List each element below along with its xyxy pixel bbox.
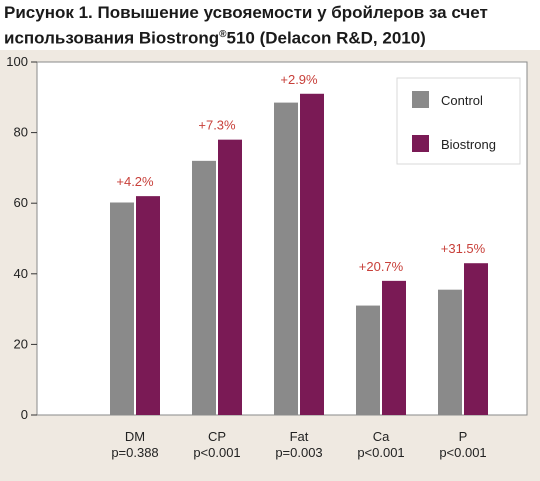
p-value-label: p=0.003 bbox=[275, 445, 322, 460]
caption-tail: 510 (Delacon R&D, 2010) bbox=[226, 28, 426, 48]
category-label: DM bbox=[125, 429, 145, 444]
bar-biostrong bbox=[136, 196, 160, 415]
bar-biostrong bbox=[464, 263, 488, 415]
bar-control bbox=[274, 102, 298, 415]
p-value-label: p<0.001 bbox=[193, 445, 240, 460]
bars bbox=[110, 93, 488, 415]
legend-swatch-biostrong bbox=[412, 135, 429, 152]
bar-control bbox=[356, 305, 380, 415]
y-tick-label: 0 bbox=[21, 407, 28, 422]
caption-registered-mark: ® bbox=[219, 29, 227, 40]
labels: +4.2%DMp=0.388+7.3%CPp<0.001+2.9%Fatp=0.… bbox=[111, 72, 486, 460]
legend: Control Biostrong bbox=[396, 77, 521, 165]
p-value-label: p<0.001 bbox=[357, 445, 404, 460]
bar-control bbox=[192, 160, 216, 415]
category-label: P bbox=[459, 429, 468, 444]
improvement-label: +20.7% bbox=[359, 259, 404, 274]
bar-biostrong bbox=[300, 93, 324, 415]
y-tick-label: 60 bbox=[14, 195, 28, 210]
bar-control bbox=[110, 202, 134, 415]
p-value-label: p<0.001 bbox=[439, 445, 486, 460]
y-tick-label: 100 bbox=[6, 54, 28, 69]
category-label: CP bbox=[208, 429, 226, 444]
bar-control bbox=[438, 289, 462, 415]
y-tick-label: 80 bbox=[14, 125, 28, 140]
caption-main: Рисунок 1. Повышение усвояемости у бройл… bbox=[4, 3, 488, 48]
improvement-label: +4.2% bbox=[116, 174, 154, 189]
category-label: Fat bbox=[290, 429, 309, 444]
category-label: Ca bbox=[373, 429, 390, 444]
figure-caption: Рисунок 1. Повышение усвояемости у бройл… bbox=[4, 2, 536, 50]
improvement-label: +7.3% bbox=[198, 118, 236, 133]
bar-biostrong bbox=[382, 280, 406, 415]
legend-label-control: Control bbox=[441, 93, 483, 108]
p-value-label: p=0.388 bbox=[111, 445, 158, 460]
legend-swatch-control bbox=[412, 91, 429, 108]
improvement-label: +31.5% bbox=[441, 241, 486, 256]
legend-label-biostrong: Biostrong bbox=[441, 137, 496, 152]
bar-biostrong bbox=[218, 139, 242, 415]
y-tick-label: 40 bbox=[14, 266, 28, 281]
improvement-label: +2.9% bbox=[280, 72, 318, 87]
y-tick-label: 20 bbox=[14, 336, 28, 351]
